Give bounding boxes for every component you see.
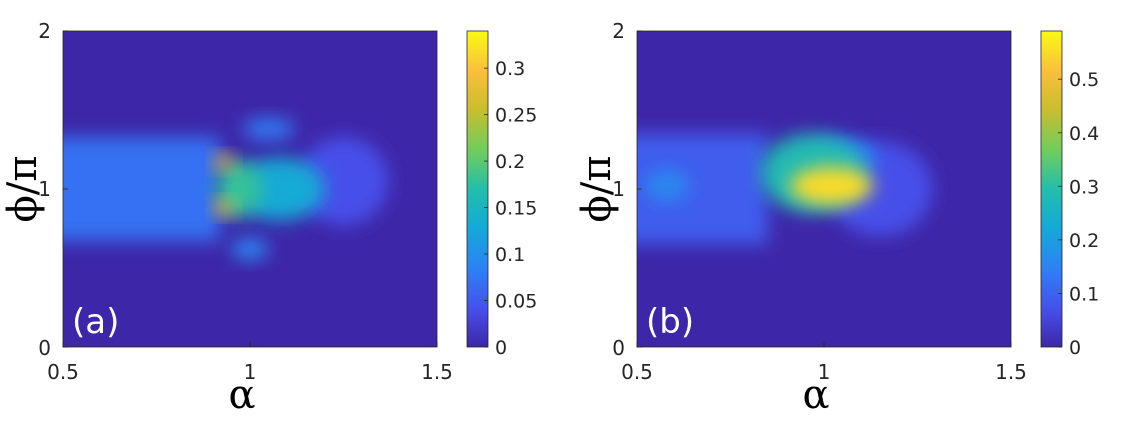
panel-b-colorbar: 0 0.1 0.2 0.3 0.4 0.5 xyxy=(1040,30,1099,359)
panel-a-xtick: 1.5 xyxy=(421,360,453,384)
panel-a-colorbar-tick-label: 0.1 xyxy=(495,244,525,266)
panel-a-xtick: 1 xyxy=(244,360,257,384)
panel-b-heatmap xyxy=(636,30,1012,348)
panel-a-colorbar-tick-label: 0 xyxy=(495,337,507,359)
panel-b-colorbar-tick-label: 0 xyxy=(1069,337,1081,359)
panel-b-colorbar-gradient xyxy=(1040,30,1063,348)
panel-a-colorbar-tick-label: 0.15 xyxy=(495,198,537,220)
panel-b-ylabel: ϕ/π xyxy=(574,155,620,222)
panel-a-axes-frame xyxy=(62,30,438,348)
panel-a-colorbar-tick-label: 0.05 xyxy=(495,291,537,313)
panel-b-colorbar-tick-label: 0.3 xyxy=(1069,176,1099,198)
panel-a-ytick: 1 xyxy=(38,177,51,201)
panel-a-label: (a) xyxy=(72,302,119,342)
panel-a-ytick: 2 xyxy=(38,19,51,43)
panel-b-intensity-feature xyxy=(644,170,690,202)
panel-b-xtick: 1.5 xyxy=(995,360,1027,384)
panel-b-colorbar-tick-label: 0.5 xyxy=(1069,69,1099,91)
panel-b-colorbar-tick-label: 0.4 xyxy=(1069,123,1099,145)
panel-b-xtick: 0.5 xyxy=(621,360,653,384)
panel-a-intensity-feature xyxy=(214,200,234,216)
panel-b-xlabel: α xyxy=(802,372,829,418)
panel-a-colorbar-tick-label: 0.25 xyxy=(495,105,537,127)
panel-a-colorbar: 0 0.05 0.1 0.15 0.2 0.25 0.3 xyxy=(466,30,537,359)
panel-b-ytick: 1 xyxy=(612,177,625,201)
panel-a: 2 1 0 0.5 1 1.5 α ϕ/π (a) 0 0.05 0.1 0.15 0.… xyxy=(0,19,537,418)
panel-a-intensity-feature xyxy=(63,136,221,242)
panel-a-intensity-feature xyxy=(231,237,269,261)
panel-b-axes-frame xyxy=(636,30,1012,348)
panel-a-heatmap xyxy=(62,30,438,348)
panel-b-label: (b) xyxy=(646,302,694,342)
panel-a-intensity-feature xyxy=(235,157,325,221)
panel-b-ytick: 0 xyxy=(612,336,625,360)
panel-b-colorbar-tick-label: 0.2 xyxy=(1069,230,1099,252)
panel-a-xlabel: α xyxy=(228,372,255,418)
panel-a-xtick: 0.5 xyxy=(47,360,79,384)
panel-a-colorbar-gradient xyxy=(466,30,489,348)
panel-a-intensity-feature xyxy=(298,136,389,226)
panel-b-colorbar-tick-label: 0.1 xyxy=(1069,283,1099,305)
panel-a-ylabel: ϕ/π xyxy=(0,155,46,222)
panel-b-ytick: 2 xyxy=(612,19,625,43)
panel-a-ytick: 0 xyxy=(38,336,51,360)
panel-b-xtick: 1 xyxy=(818,360,831,384)
panel-b-intensity-feature xyxy=(790,166,873,205)
panel-b: 2 1 0 0.5 1 1.5 α ϕ/π (b) 00.10.20.30.40… xyxy=(574,19,1099,418)
panel-a-intensity-feature xyxy=(242,117,295,141)
panel-a-colorbar-tick-label: 0.3 xyxy=(495,58,525,80)
panel-a-intensity-feature xyxy=(214,154,234,171)
panel-a-colorbar-tick-label: 0.2 xyxy=(495,151,525,173)
